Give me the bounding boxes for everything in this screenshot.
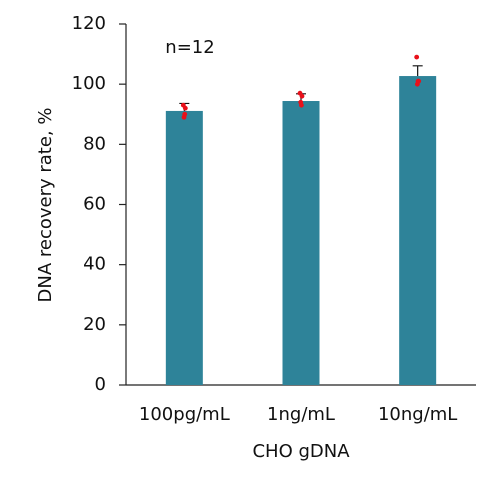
y-tick-label: 100 <box>72 73 106 94</box>
y-tick-label: 20 <box>83 314 106 335</box>
y-axis-label: DNA recovery rate, % <box>35 108 56 303</box>
data-point <box>182 105 188 111</box>
y-tick-label: 120 <box>72 13 106 34</box>
y-tick-label: 40 <box>83 254 106 275</box>
error-bar <box>412 65 423 77</box>
y-tick-label: 60 <box>83 194 106 215</box>
y-tick-label: 0 <box>95 374 106 395</box>
bar <box>399 76 437 386</box>
bar <box>282 101 320 385</box>
x-tick-label: 1ng/mL <box>267 404 335 425</box>
data-point <box>299 93 305 99</box>
data-point <box>414 54 420 60</box>
x-tick-label: 10ng/mL <box>378 404 457 425</box>
x-axis-label: CHO gDNA <box>252 441 350 462</box>
x-tick-label: 100pg/mL <box>139 404 230 425</box>
data-point <box>299 102 304 108</box>
annotation: n=12 <box>165 37 214 58</box>
y-tick-label: 80 <box>83 133 106 154</box>
bar <box>165 110 203 386</box>
data-point <box>415 78 421 84</box>
data-point <box>182 111 188 117</box>
